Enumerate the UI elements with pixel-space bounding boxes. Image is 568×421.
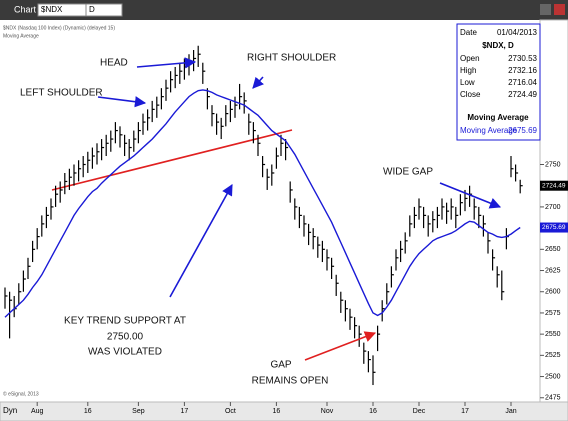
data-window: Date 01/04/2013 $NDX, D Open 2730.53 High 2… <box>456 23 541 141</box>
x-tick-label: Oct <box>225 408 236 415</box>
annotation: 2750.00 <box>107 332 144 343</box>
x-tick-label: 16 <box>369 408 377 415</box>
arrow <box>439 182 502 209</box>
close-button[interactable] <box>554 4 565 15</box>
copyright: © eSignal, 2013 <box>3 390 39 397</box>
annotation: LEFT SHOULDER <box>20 88 103 99</box>
restore-button[interactable] <box>540 4 551 15</box>
chart-subtitle: $NDX (Nasdaq 100 Index) (Dynamic) (delay… <box>3 25 115 31</box>
x-tick-label: 17 <box>181 408 189 415</box>
annotation: WAS VIOLATED <box>88 347 162 358</box>
annotation: GAP <box>270 360 291 371</box>
date-value: 01/04/2013 <box>497 28 538 37</box>
plot-area <box>0 20 540 402</box>
y-tick-label: 2575 <box>545 310 561 317</box>
date-axis <box>0 401 568 421</box>
dw-row-value: 2730.53 <box>508 54 537 63</box>
dw-row-value: 2724.49 <box>508 90 537 99</box>
interval-text: D <box>89 5 95 14</box>
dw-row-value: 2716.04 <box>508 78 537 87</box>
last-price-tag-label: 2724.49 <box>542 182 566 189</box>
footer-label: Dyn <box>3 406 17 415</box>
x-tick-label: Dec <box>413 408 426 415</box>
dw-row-label: Close <box>460 90 481 99</box>
arrow <box>252 76 264 89</box>
symbol-text: $NDX <box>41 5 63 14</box>
dw-row-value: 2732.16 <box>508 66 537 75</box>
y-tick-label: 2475 <box>545 395 561 402</box>
dw-symbol: $NDX, D <box>482 41 514 50</box>
y-tick-label: 2625 <box>545 267 561 274</box>
ma-price-tag-label: 2675.69 <box>542 224 566 231</box>
dw-row-label: High <box>460 66 476 75</box>
x-tick-label: Jan <box>505 408 516 415</box>
dw-row-label: Open <box>460 54 480 63</box>
price-axis <box>539 19 568 403</box>
annotation: WIDE GAP <box>383 167 433 178</box>
y-tick-label: 2750 <box>545 161 561 168</box>
dw-row-label: Low <box>460 78 475 87</box>
window-title: Chart <box>14 4 37 14</box>
annotation: KEY TREND SUPPORT AT <box>64 316 186 327</box>
moving-average <box>4 89 521 318</box>
y-tick-label: 2500 <box>545 373 561 380</box>
ma-price-tag <box>540 222 568 233</box>
dw-study: Moving Average <box>467 113 529 122</box>
x-tick-label: 16 <box>84 408 92 415</box>
date-label: Date <box>460 28 477 37</box>
y-tick-label: 2600 <box>545 289 561 296</box>
x-tick-label: 17 <box>461 408 469 415</box>
dw-study-value: 2675.69 <box>508 126 537 135</box>
toolbar <box>0 0 568 20</box>
interval-input[interactable] <box>85 3 123 17</box>
y-tick-label: 2525 <box>545 352 561 359</box>
arrow <box>169 184 233 298</box>
annotation: REMAINS OPEN <box>252 376 329 387</box>
x-tick-label: Nov <box>321 408 334 415</box>
arrow <box>97 96 147 108</box>
annotation: HEAD <box>100 58 128 69</box>
trend-line <box>51 129 293 191</box>
last-price-tag <box>540 180 568 191</box>
x-tick-label: Sep <box>132 408 145 415</box>
x-tick-label: Aug <box>31 408 44 415</box>
y-tick-label: 2700 <box>545 204 561 211</box>
dw-study-label: Moving Average <box>460 126 518 135</box>
y-tick-label: 2550 <box>545 331 561 338</box>
y-tick-label: 2650 <box>545 246 561 253</box>
price-bars <box>4 45 523 386</box>
data-window-box <box>456 23 541 141</box>
arrow <box>304 331 377 361</box>
x-tick-label: 16 <box>273 408 281 415</box>
annotation: RIGHT SHOULDER <box>247 53 336 64</box>
study-title: Moving Average <box>3 33 39 39</box>
arrow <box>136 57 197 69</box>
